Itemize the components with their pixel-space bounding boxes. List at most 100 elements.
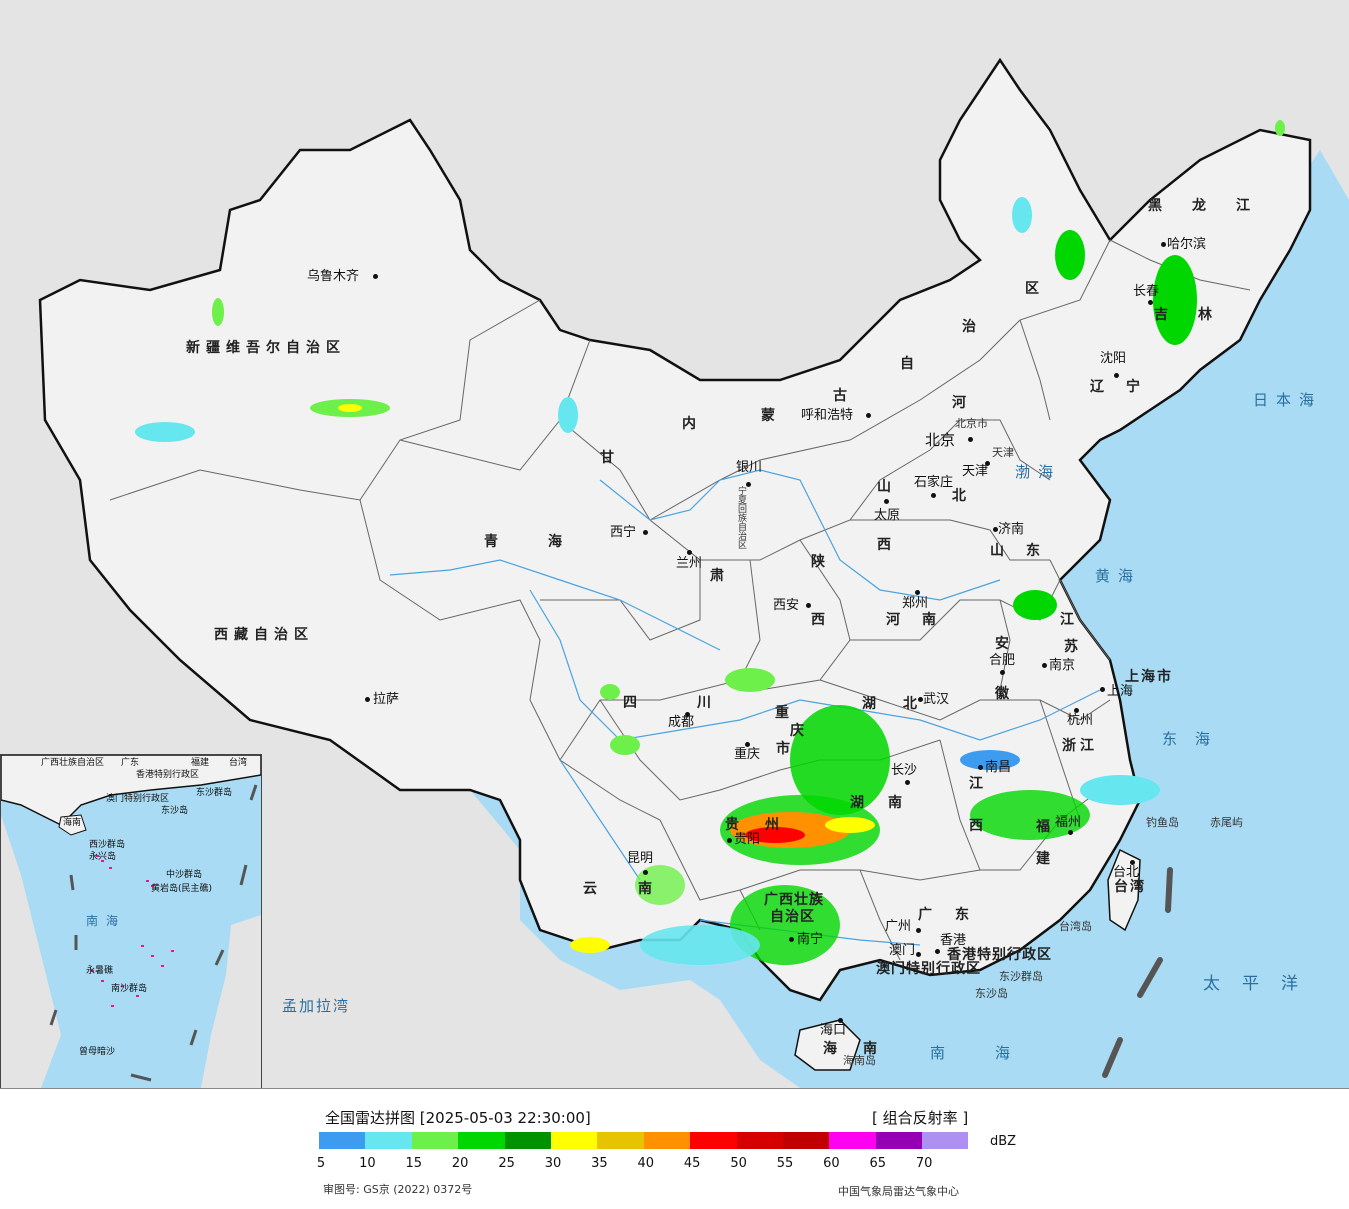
inset-label: 海南 [63, 818, 82, 828]
unit-label: dBZ [990, 1134, 1017, 1149]
color-scale-tick: 10 [359, 1156, 376, 1171]
color-scale-swatch [319, 1132, 366, 1149]
color-scale-swatch [550, 1132, 598, 1149]
color-scale-swatch [643, 1132, 691, 1149]
city-label: 上海 [1107, 684, 1134, 699]
province-label: 新疆维吾尔自治区 [186, 340, 346, 356]
inset-label: 澳门特别行政区 [106, 794, 170, 804]
inset-label: 南海 [86, 914, 127, 928]
inset-label: 广西壮族自治区 [41, 758, 105, 768]
province-label: 陕 [811, 554, 831, 570]
province-label: 浙江 [1062, 738, 1098, 754]
color-scale-tick: 55 [776, 1156, 794, 1171]
color-scale-tick: 40 [637, 1156, 655, 1171]
foreign-land [0, 0, 1349, 1088]
color-scale-tick: 70 [915, 1156, 933, 1171]
inset-label: 香港特别行政区 [136, 770, 200, 780]
color-scale-swatch [597, 1132, 644, 1149]
city-label: 兰州 [676, 556, 703, 571]
province-label: 香港特别行政区 [947, 947, 1052, 963]
color-scale-tick: 50 [730, 1156, 747, 1171]
color-scale-bar [319, 1132, 969, 1149]
city-label: 石家庄 [914, 475, 954, 490]
inset-label: 黄岩岛(民主礁) [151, 884, 213, 894]
province-label: 徽 [995, 686, 1015, 702]
city-label: 郑州 [902, 596, 929, 611]
color-scale-tick: 20 [451, 1156, 469, 1171]
color-scale-swatch [458, 1132, 505, 1149]
province-label: 州 [765, 817, 785, 833]
province-label: 山东 [990, 543, 1062, 559]
province-label: 台湾 [1114, 879, 1146, 895]
sea-label: 东海 [1162, 730, 1229, 748]
province-label: 西 [969, 818, 989, 834]
province-label: 云 [583, 881, 603, 897]
province-label: 南 [888, 795, 908, 811]
inset-label: 东沙群岛 [196, 788, 233, 798]
city-label: 长沙 [891, 763, 918, 778]
province-label: 甘 [600, 450, 620, 466]
province-label: 海 [823, 1041, 843, 1057]
province-label: 山 [877, 479, 897, 495]
province-label: 北 [903, 696, 923, 712]
inset-label: 台湾 [229, 758, 248, 768]
province-label: 广西壮族 [764, 892, 824, 908]
color-scale-swatch [782, 1132, 830, 1149]
inset-label: 东沙岛 [161, 806, 189, 816]
province-label: 自 [900, 356, 920, 372]
product-label: [ 组合反射率 ] [872, 1109, 969, 1127]
color-scale-swatch [411, 1132, 459, 1149]
inset-label: 曾母暗沙 [79, 1047, 116, 1057]
province-label: 古 [833, 388, 853, 404]
sea-label: 南海 [930, 1044, 1061, 1062]
color-scale-tick: 15 [405, 1156, 423, 1171]
color-scale-swatch [829, 1132, 876, 1149]
city-label: 海口 [820, 1023, 847, 1038]
province-label: 庆 [790, 723, 810, 739]
province-label: 上海市 [1125, 669, 1173, 685]
sea-label: 渤海 [1015, 463, 1062, 481]
taiwan-island [1107, 848, 1141, 932]
legend-panel: 全国雷达拼图 [2025-05-03 22:30:00] [ 组合反射率 ] d… [0, 1088, 1349, 1209]
city-label: 天津 [962, 464, 989, 479]
province-label: 北 [952, 488, 972, 504]
island-label: 赤尾屿 [1210, 816, 1243, 829]
city-label: 昆明 [627, 851, 654, 866]
color-scale-tick: 65 [869, 1156, 887, 1171]
province-label: 江 [969, 776, 989, 792]
radar-echoes [135, 120, 1285, 965]
color-scale-tick: 30 [544, 1156, 562, 1171]
color-scale-tick: 25 [498, 1156, 515, 1171]
color-scale-swatch [922, 1132, 969, 1149]
province-label: 西藏自治区 [214, 627, 314, 643]
city-label: 成都 [668, 715, 695, 730]
radar-map: 乌鲁木齐 拉萨 西宁 兰州 银川 呼和浩特 北京 天津 石家庄 太原 济南 郑州… [0, 0, 1349, 1088]
color-scale-tick: 60 [823, 1156, 840, 1171]
inset-label: 西沙群岛 [89, 840, 126, 850]
province-label: 湖 [862, 696, 882, 712]
city-label: 银川 [736, 460, 763, 475]
approval-number: 审图号: GS京 (2022) 0372号 [323, 1183, 473, 1196]
city-label: 合肥 [989, 653, 1016, 668]
province-label: 北京市 [955, 417, 988, 430]
inset-label: 福建 [191, 758, 210, 768]
color-scale-swatch [690, 1132, 737, 1149]
province-label: 内 [682, 416, 702, 432]
province-label: 蒙 [761, 408, 781, 424]
province-label: 宁夏回族自治区 [738, 487, 748, 551]
city-label: 香港 [940, 933, 967, 948]
color-scale-swatch [504, 1132, 551, 1149]
province-label: 四 [623, 695, 643, 711]
city-label: 乌鲁木齐 [307, 269, 360, 284]
producer-label: 中国气象局雷达气象中心 [838, 1185, 959, 1198]
city-label: 南京 [1049, 658, 1076, 673]
province-label: 自治区 [770, 909, 815, 925]
island-label: 台湾岛 [1059, 920, 1092, 933]
island-label: 东沙群岛 [999, 970, 1043, 983]
province-label: 区 [1025, 281, 1045, 297]
city-label: 南昌 [985, 760, 1012, 775]
color-scale-swatch [365, 1132, 412, 1149]
city-label-capital: 北京 [925, 431, 956, 449]
color-scale-swatch [736, 1132, 783, 1149]
legend-title: 全国雷达拼图 [2025-05-03 22:30:00] [325, 1109, 591, 1127]
